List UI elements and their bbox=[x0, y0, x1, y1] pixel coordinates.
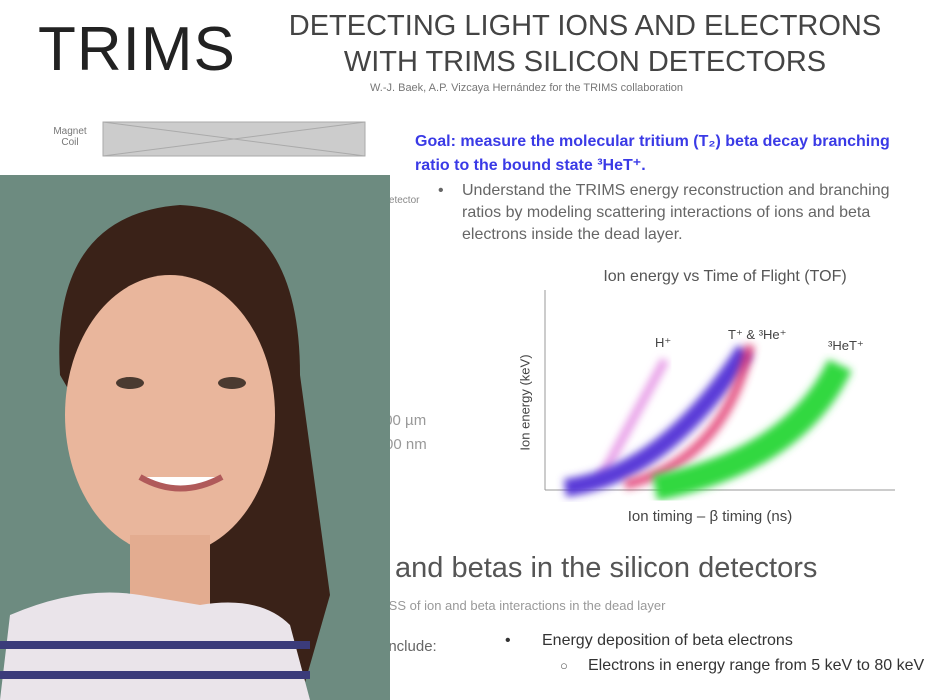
magnet-coil bbox=[102, 121, 366, 157]
authors: W.-J. Baek, A.P. Vizcaya Hernández for t… bbox=[370, 82, 684, 94]
x-axis-label: Ion timing – β timing (ns) bbox=[627, 508, 793, 525]
include-label: include: bbox=[385, 638, 437, 655]
y-axis-label: Ion energy (keV) bbox=[517, 354, 533, 451]
series-label: ³HeT⁺ bbox=[828, 338, 864, 353]
title-line: DETECTING LIGHT IONS AND ELECTRONS bbox=[288, 10, 882, 42]
bullet-dot: • bbox=[505, 632, 511, 649]
plot-title: Ion energy vs Time of Flight (TOF) bbox=[603, 268, 847, 285]
magnet-label: Magnet Coil bbox=[53, 126, 87, 148]
title-line: WITH TRIMS SILICON DETECTORS bbox=[343, 46, 827, 78]
goal-heading: Goal: measure the molecular tritium (T₂)… bbox=[415, 133, 890, 174]
series-label: T⁺ & ³He⁺ bbox=[728, 327, 787, 342]
portrait-photo bbox=[0, 175, 390, 700]
plot bbox=[544, 290, 895, 501]
title: DETECTING LIGHT IONS AND ELECTRONS WITH … bbox=[250, 8, 920, 80]
bullet-dot: • bbox=[438, 182, 444, 199]
section-sub-bullet: Electrons in energy range from 5 keV to … bbox=[588, 657, 925, 674]
section-bullet: Energy deposition of beta electrons bbox=[542, 632, 793, 649]
series-label: H⁺ bbox=[655, 335, 672, 350]
ion-detector-label: Ion Detector bbox=[365, 195, 420, 206]
sub-bullet-dot: ○ bbox=[560, 658, 568, 673]
section-intro: ESS of ion and beta interactions in the … bbox=[380, 598, 666, 613]
goal-bullet: Understand the TRIMS energy reconstructi… bbox=[462, 182, 890, 243]
logo: TRIMS bbox=[38, 15, 236, 84]
section-heading: and betas in the silicon detectors bbox=[395, 552, 818, 584]
